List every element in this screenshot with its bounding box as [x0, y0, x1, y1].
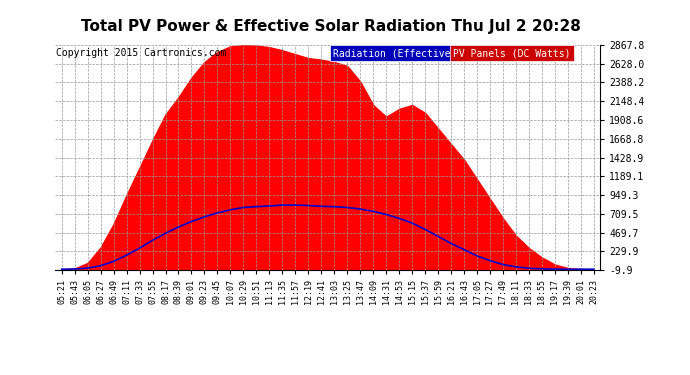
Text: PV Panels (DC Watts): PV Panels (DC Watts): [453, 48, 571, 58]
Text: Radiation (Effective w/m2): Radiation (Effective w/m2): [333, 48, 486, 58]
Text: Total PV Power & Effective Solar Radiation Thu Jul 2 20:28: Total PV Power & Effective Solar Radiati…: [81, 19, 581, 34]
Text: Copyright 2015 Cartronics.com: Copyright 2015 Cartronics.com: [56, 48, 226, 58]
